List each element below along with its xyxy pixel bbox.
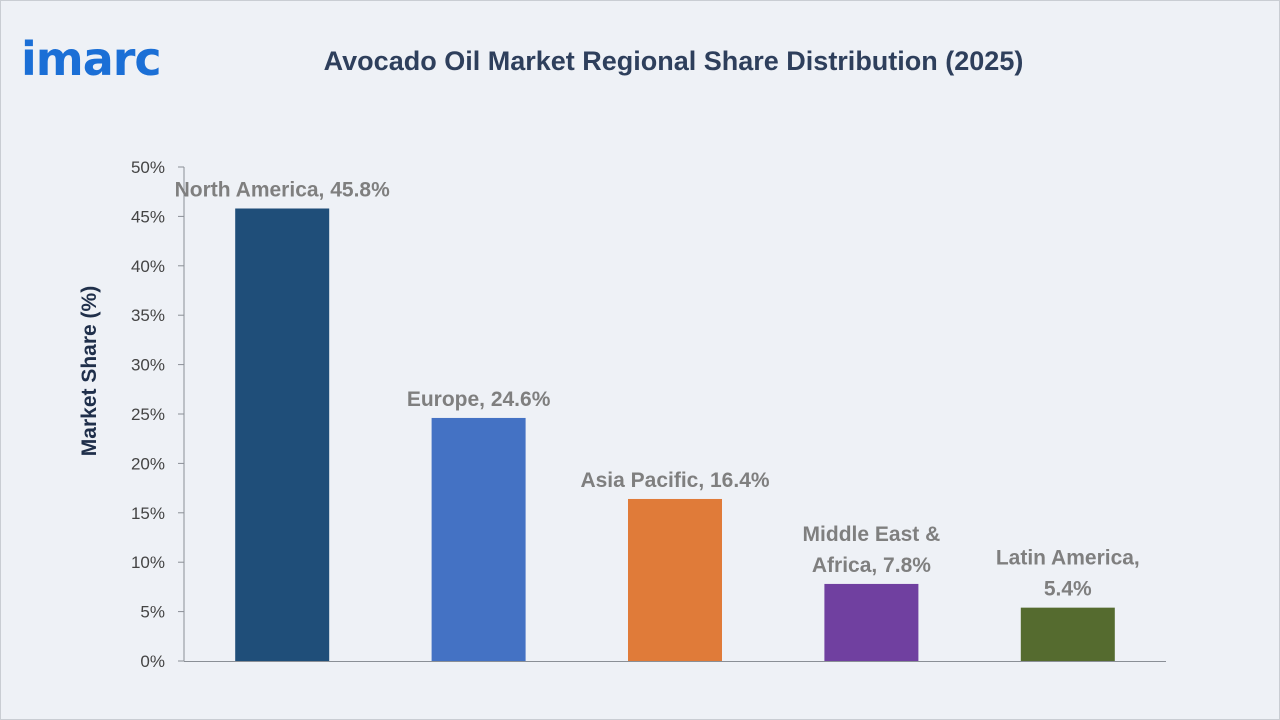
bar — [1020, 607, 1115, 661]
data-label: Europe, 24.6% — [407, 388, 551, 411]
y-tick-label: 15% — [131, 504, 165, 523]
y-tick-label: 30% — [131, 356, 165, 375]
bar — [431, 417, 526, 661]
data-label: Latin America, 5.4% — [996, 547, 1140, 601]
bar — [235, 208, 330, 661]
data-label: Asia Pacific, 16.4% — [580, 469, 769, 492]
y-tick-label: 25% — [131, 405, 165, 424]
y-tick-label: 35% — [131, 306, 165, 325]
y-tick-label: 45% — [131, 207, 165, 226]
y-tick-label: 50% — [131, 158, 165, 177]
data-label: North America, 45.8% — [175, 178, 390, 201]
bar — [824, 583, 919, 661]
data-label: Middle East & Africa, 7.8% — [803, 523, 941, 577]
y-tick-label: 10% — [131, 553, 165, 572]
imarc-logo: imarc — [21, 29, 211, 89]
y-tick-label: 20% — [131, 454, 165, 473]
y-tick-label: 5% — [140, 603, 165, 622]
chart-title: Avocado Oil Market Regional Share Distri… — [323, 46, 1024, 76]
logo-text: imarc — [21, 32, 162, 86]
y-tick-label: 0% — [140, 652, 165, 671]
bar — [628, 498, 722, 661]
y-tick-label: 40% — [131, 257, 165, 276]
